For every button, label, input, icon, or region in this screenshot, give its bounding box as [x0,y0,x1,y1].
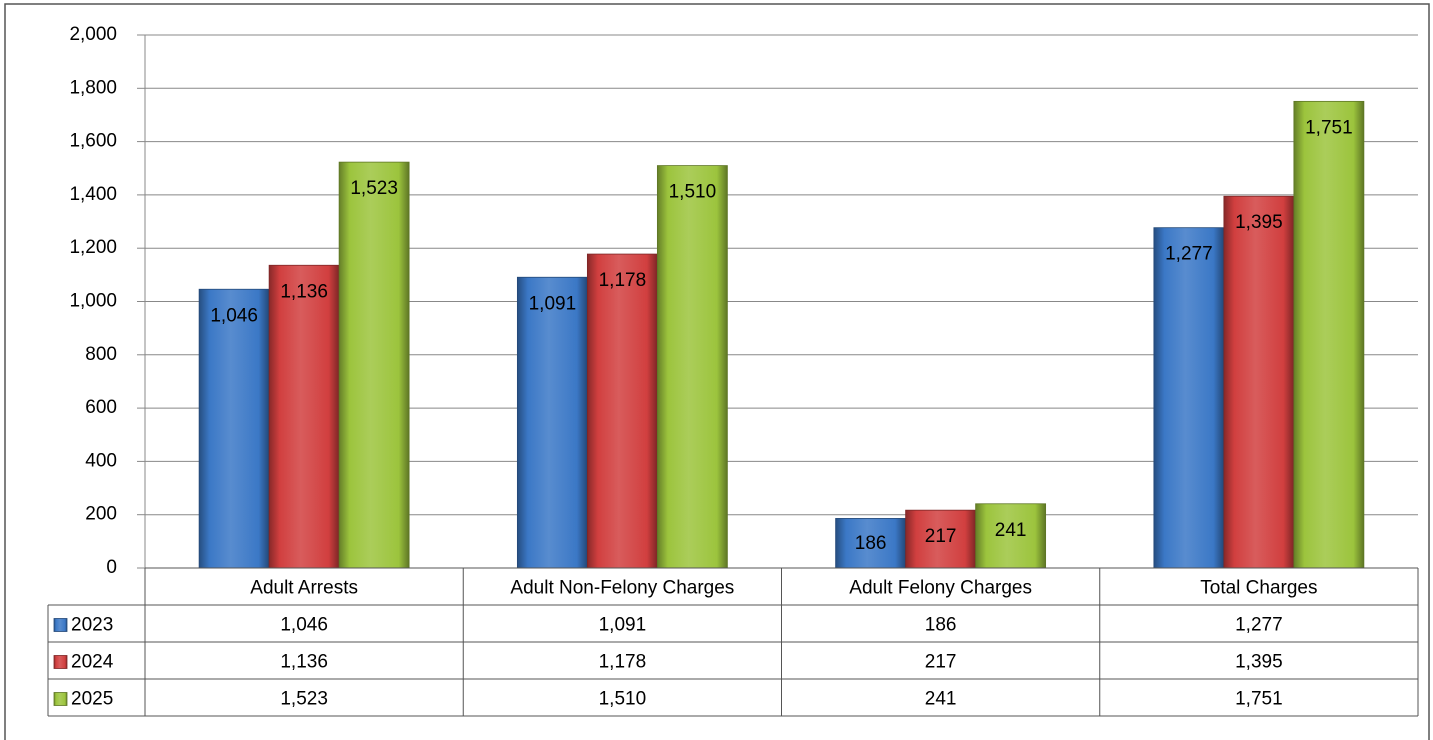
bar [516,276,588,569]
table-cell: 217 [925,652,957,673]
table-cell: 186 [925,615,957,636]
data-label: 1,046 [210,305,258,326]
bar [338,161,410,569]
y-tick-label: 1,800 [69,77,117,98]
bar [905,509,977,569]
table-cell: 1,510 [599,689,647,710]
x-tick-label: Adult Non-Felony Charges [510,578,734,599]
y-tick-label: 1,000 [69,291,117,312]
data-label: 1,751 [1305,117,1353,138]
data-label: 1,395 [1235,212,1283,233]
data-label: 1,510 [669,182,717,203]
y-tick-label: 200 [85,504,117,525]
y-tick-label: 800 [85,344,117,365]
data-label: 1,136 [280,281,328,302]
table-cell: 1,523 [280,689,328,710]
x-tick-label: Adult Arrests [250,578,358,599]
y-tick-label: 2,000 [69,24,117,45]
table-cell: 1,178 [599,652,647,673]
y-tick-label: 0 [106,557,117,578]
data-label: 217 [925,526,957,547]
y-tick-label: 600 [85,397,117,418]
bar [586,253,658,569]
data-label: 241 [995,520,1027,541]
table-cell: 241 [925,689,957,710]
bar [198,288,270,569]
bar [1293,100,1365,569]
table-cell: 1,277 [1235,615,1283,636]
x-tick-label: Total Charges [1200,578,1317,599]
bar [975,503,1047,569]
bar [656,165,728,569]
legend-label: 2023 [71,615,113,636]
x-tick-label: Adult Felony Charges [849,578,1032,599]
legend-key [53,655,68,669]
chart-frame [4,3,1430,740]
table-cell: 1,751 [1235,689,1283,710]
data-label: 1,178 [599,270,647,291]
y-tick-label: 1,400 [69,184,117,205]
table-cell: 1,091 [599,615,647,636]
legend-key [53,618,68,632]
data-label: 1,523 [350,178,398,199]
data-label: 1,277 [1165,244,1213,265]
legend-key [53,692,68,706]
legend-label: 2024 [71,652,114,673]
y-tick-label: 1,600 [69,131,117,152]
bar [1153,227,1225,569]
table-cell: 1,136 [280,652,328,673]
bar [268,264,340,569]
data-label: 1,091 [529,293,577,314]
table-cell: 1,395 [1235,652,1283,673]
y-tick-label: 400 [85,450,117,471]
legend-label: 2025 [71,689,113,710]
y-tick-label: 1,200 [69,237,117,258]
table-cell: 1,046 [280,615,328,636]
data-label: 186 [855,533,887,554]
bar [835,518,907,569]
bar [1223,195,1295,569]
